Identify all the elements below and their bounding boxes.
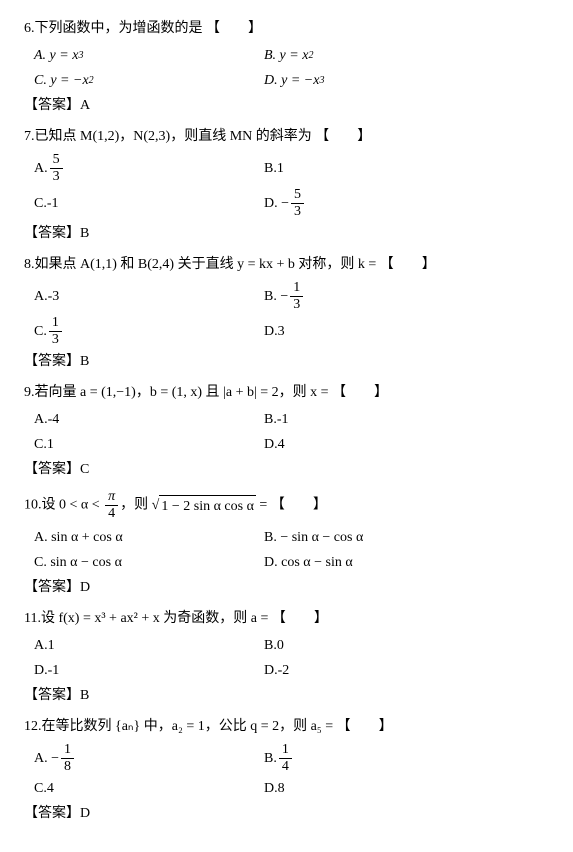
q12-stem: 12.在等比数列 {aₙ} 中，a₂ = 1，公比 q = 2，则 a₅ = 【…: [24, 716, 549, 737]
q6-opt-a: A. y = x3: [34, 45, 264, 66]
q6-opt-c: C. y = −x2: [34, 70, 264, 91]
q12-opt-b: B.14: [264, 743, 294, 774]
q11-stem: 11.设 f(x) = x³ + ax² + x 为奇函数，则 a = 【 】: [24, 608, 549, 629]
q6-opt-b: B. y = x2: [264, 45, 313, 66]
blank-bracket: 【 】: [271, 498, 327, 513]
q9-opt-c: C.1: [34, 434, 264, 455]
q7-answer: 【答案】B: [24, 223, 549, 244]
q9-answer: 【答案】C: [24, 459, 549, 480]
q12-opt-a: A. −18: [34, 743, 264, 774]
q7-opt-d: D. −53: [264, 188, 306, 219]
q12-opt-c: C.4: [34, 778, 264, 799]
q11-opt-d: D.-2: [264, 660, 289, 681]
q9-opt-d: D.4: [264, 434, 285, 455]
q8-opt-a: A.-3: [34, 281, 264, 312]
question-12: 12.在等比数列 {aₙ} 中，a₂ = 1，公比 q = 2，则 a₅ = 【…: [24, 716, 549, 824]
q10-answer: 【答案】D: [24, 577, 549, 598]
q8-opt-d: D.3: [264, 316, 285, 347]
q12-opt-d: D.8: [264, 778, 285, 799]
question-6: 6.下列函数中，为增函数的是 【 】 A. y = x3 B. y = x2 C…: [24, 18, 549, 116]
q6-answer: 【答案】A: [24, 95, 549, 116]
blank-bracket: 【 】: [272, 611, 328, 626]
q10-opt-c: C. sin α − cos α: [34, 552, 264, 573]
question-11: 11.设 f(x) = x³ + ax² + x 为奇函数，则 a = 【 】 …: [24, 608, 549, 706]
q6-opt-d: D. y = −x3: [264, 70, 324, 91]
question-10: 10.设 0 < α < π4，则 √1 − 2 sin α cos α = 【…: [24, 490, 549, 598]
q12-answer: 【答案】D: [24, 803, 549, 824]
q7-opt-a: A.53: [34, 153, 264, 184]
q7-opt-b: B.1: [264, 153, 284, 184]
q11-opt-b: B.0: [264, 635, 284, 656]
q8-stem: 8.如果点 A(1,1) 和 B(2,4) 关于直线 y = kx + b 对称…: [24, 254, 549, 275]
q8-answer: 【答案】B: [24, 351, 549, 372]
q11-answer: 【答案】B: [24, 685, 549, 706]
sqrt-icon: √1 − 2 sin α cos α: [152, 495, 256, 517]
q6-stem: 6.下列函数中，为增函数的是 【 】: [24, 18, 549, 39]
q8-opt-b: B. −13: [264, 281, 305, 312]
q9-opt-a: A.-4: [34, 409, 264, 430]
q9-stem: 9.若向量 a = (1,−1)，b = (1, x) 且 |a + b| = …: [24, 382, 549, 403]
q10-stem: 10.设 0 < α < π4，则 √1 − 2 sin α cos α = 【…: [24, 490, 549, 521]
blank-bracket: 【 】: [337, 719, 393, 734]
q7-stem: 7.已知点 M(1,2)，N(2,3)，则直线 MN 的斜率为 【 】: [24, 126, 549, 147]
q10-opt-b: B. − sin α − cos α: [264, 527, 363, 548]
question-7: 7.已知点 M(1,2)，N(2,3)，则直线 MN 的斜率为 【 】 A.53…: [24, 126, 549, 244]
q8-opt-c: C.13: [34, 316, 264, 347]
q6-stem-text: 6.下列函数中，为增函数的是: [24, 21, 203, 36]
q10-opt-d: D. cos α − sin α: [264, 552, 353, 573]
q11-opt-c: D.-1: [34, 660, 264, 681]
blank-bracket: 【 】: [380, 257, 436, 272]
blank-bracket: 【 】: [332, 385, 388, 400]
q10-opt-a: A. sin α + cos α: [34, 527, 264, 548]
blank-bracket: 【 】: [206, 21, 262, 36]
q7-opt-c: C.-1: [34, 188, 264, 219]
q11-opt-a: A.1: [34, 635, 264, 656]
blank-bracket: 【 】: [315, 129, 371, 144]
question-8: 8.如果点 A(1,1) 和 B(2,4) 关于直线 y = kx + b 对称…: [24, 254, 549, 372]
question-9: 9.若向量 a = (1,−1)，b = (1, x) 且 |a + b| = …: [24, 382, 549, 480]
q9-opt-b: B.-1: [264, 409, 289, 430]
